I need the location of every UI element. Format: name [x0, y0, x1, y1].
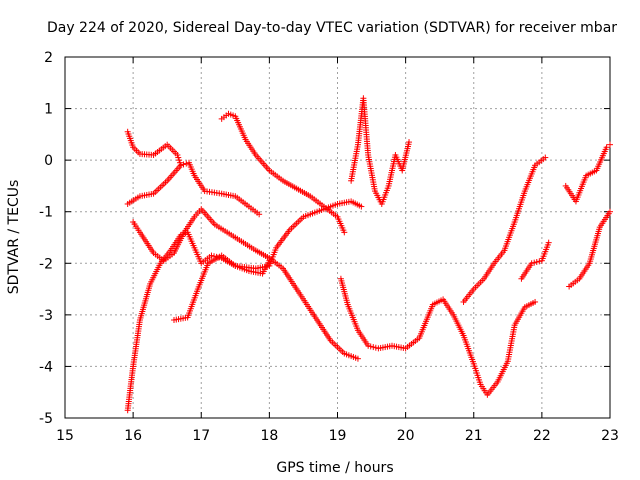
plus-marker	[358, 203, 365, 210]
y-tick-label: -2	[39, 256, 53, 272]
x-tick-label: 23	[601, 428, 619, 444]
plus-marker	[177, 162, 184, 169]
y-tick-labels: -5 -4 -3 -2 -1 0 1 2	[39, 50, 53, 427]
plus-marker	[542, 154, 549, 161]
plus-marker	[176, 159, 183, 166]
grid	[65, 57, 610, 418]
plus-marker	[180, 161, 187, 168]
plus-marker	[175, 154, 182, 161]
series-track-6	[171, 198, 365, 324]
x-tick-label: 22	[533, 428, 551, 444]
y-tick-label: -3	[39, 308, 53, 324]
series-track-9	[460, 154, 549, 305]
y-tick-label: 1	[44, 102, 53, 118]
x-tick-label: 17	[192, 428, 210, 444]
x-tick-label: 16	[124, 428, 142, 444]
plus-marker	[256, 211, 263, 218]
data-points	[124, 95, 613, 414]
plus-marker	[607, 141, 613, 148]
x-tick-label: 18	[260, 428, 278, 444]
plus-marker	[341, 229, 348, 236]
series-track-12	[566, 208, 613, 290]
series-track-11	[562, 141, 613, 205]
y-tick-label: 2	[44, 50, 53, 66]
plus-marker	[208, 252, 215, 259]
series-track-8	[348, 95, 413, 207]
series-track-7	[337, 275, 539, 398]
x-tick-label: 15	[56, 428, 74, 444]
plus-marker	[354, 355, 361, 362]
series-track-10	[518, 239, 552, 282]
chart-title: Day 224 of 2020, Sidereal Day-to-day VTE…	[47, 20, 617, 36]
plus-marker	[545, 239, 552, 246]
series-track-1	[124, 128, 184, 169]
x-tick-label: 21	[465, 428, 483, 444]
y-axis-label: SDTVAR / TECUs	[6, 180, 22, 295]
plus-marker	[532, 298, 539, 305]
plus-marker	[536, 258, 543, 265]
y-tick-label: -5	[39, 411, 53, 427]
y-tick-label: -1	[39, 205, 53, 221]
plus-marker	[406, 139, 413, 146]
plus-marker	[531, 259, 538, 266]
x-axis-label: GPS time / hours	[276, 460, 393, 476]
plus-marker	[367, 343, 374, 350]
plus-marker	[528, 260, 535, 267]
x-tick-label: 19	[329, 428, 347, 444]
plus-marker	[533, 258, 540, 265]
x-tick-labels: 15 16 17 18 19 20 21 22 23	[56, 428, 619, 444]
y-tick-label: 0	[44, 153, 53, 169]
x-tick-label: 20	[397, 428, 415, 444]
series-track-5	[124, 229, 273, 414]
plus-marker	[176, 157, 183, 164]
series-track-3	[218, 110, 348, 236]
plus-marker	[603, 144, 610, 151]
plus-marker	[183, 160, 190, 167]
plus-marker	[370, 344, 377, 351]
plus-marker	[607, 208, 613, 215]
y-tick-label: -4	[39, 359, 53, 375]
plus-marker	[174, 151, 181, 158]
series-track-2	[124, 159, 263, 218]
series-track-4	[130, 206, 361, 362]
plus-marker	[365, 342, 372, 349]
